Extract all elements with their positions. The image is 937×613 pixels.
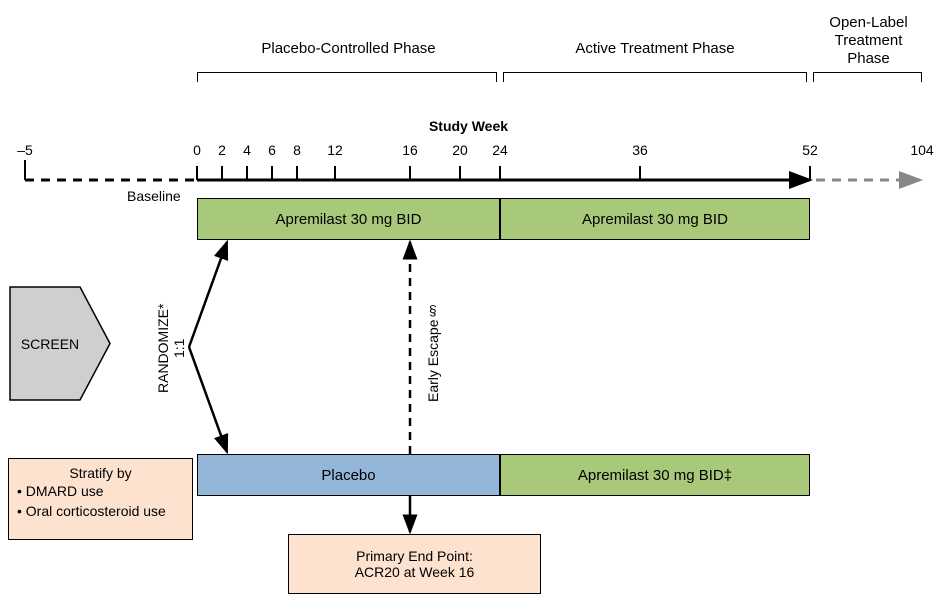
tick-mark [196, 166, 198, 180]
tick-mark [639, 166, 641, 180]
phase-3-label: Open-Label Treatment Phase [810, 14, 927, 68]
tick-mark [809, 166, 811, 180]
arm-top-2: Apremilast 30 mg BID [500, 198, 810, 240]
endpoint-box: Primary End Point: ACR20 at Week 16 [288, 534, 541, 594]
phase-bracket-tick [197, 72, 198, 82]
tick-t_36: 36 [620, 142, 660, 158]
tick-mark [296, 166, 298, 180]
phase-1-label: Placebo-Controlled Phase [197, 40, 500, 58]
tick-t_52: 52 [790, 142, 830, 158]
randomize-label: RANDOMIZE* 1:1 [155, 268, 187, 428]
tick-mark [459, 166, 461, 180]
tick-t_neg5: –5 [5, 142, 45, 158]
arm-bot-1: Placebo [197, 454, 500, 496]
tick-mark [221, 166, 223, 180]
stratify-box: Stratify by • DMARD use • Oral corticost… [8, 458, 193, 540]
tick-mark [499, 166, 501, 180]
tick-mark [334, 166, 336, 180]
phase-bracket [813, 72, 922, 73]
phase-bracket-tick [921, 72, 922, 82]
arm-top-1: Apremilast 30 mg BID [197, 198, 500, 240]
tick-t_24: 24 [480, 142, 520, 158]
tick-t_16: 16 [390, 142, 430, 158]
baseline-label: Baseline [127, 188, 181, 204]
tick-t_104: 104 [902, 142, 937, 158]
axis-title: Study Week [0, 118, 937, 134]
tick-mark [409, 166, 411, 180]
phase-bracket-tick [813, 72, 814, 82]
tick-mark [271, 166, 273, 180]
phase-bracket-tick [503, 72, 504, 82]
tick-mark [24, 160, 26, 180]
phase-bracket [503, 72, 807, 73]
screen-box: SCREEN [10, 287, 90, 400]
phase-bracket [197, 72, 497, 73]
phase-2-label: Active Treatment Phase [500, 40, 810, 58]
phase-bracket-tick [806, 72, 807, 82]
tick-mark [246, 166, 248, 180]
tick-t_12: 12 [315, 142, 355, 158]
tick-t_8: 8 [277, 142, 317, 158]
phase-bracket-tick [496, 72, 497, 82]
arm-bot-2: Apremilast 30 mg BID‡ [500, 454, 810, 496]
tick-t_20: 20 [440, 142, 480, 158]
early-escape-label: Early Escape§ [425, 278, 441, 428]
